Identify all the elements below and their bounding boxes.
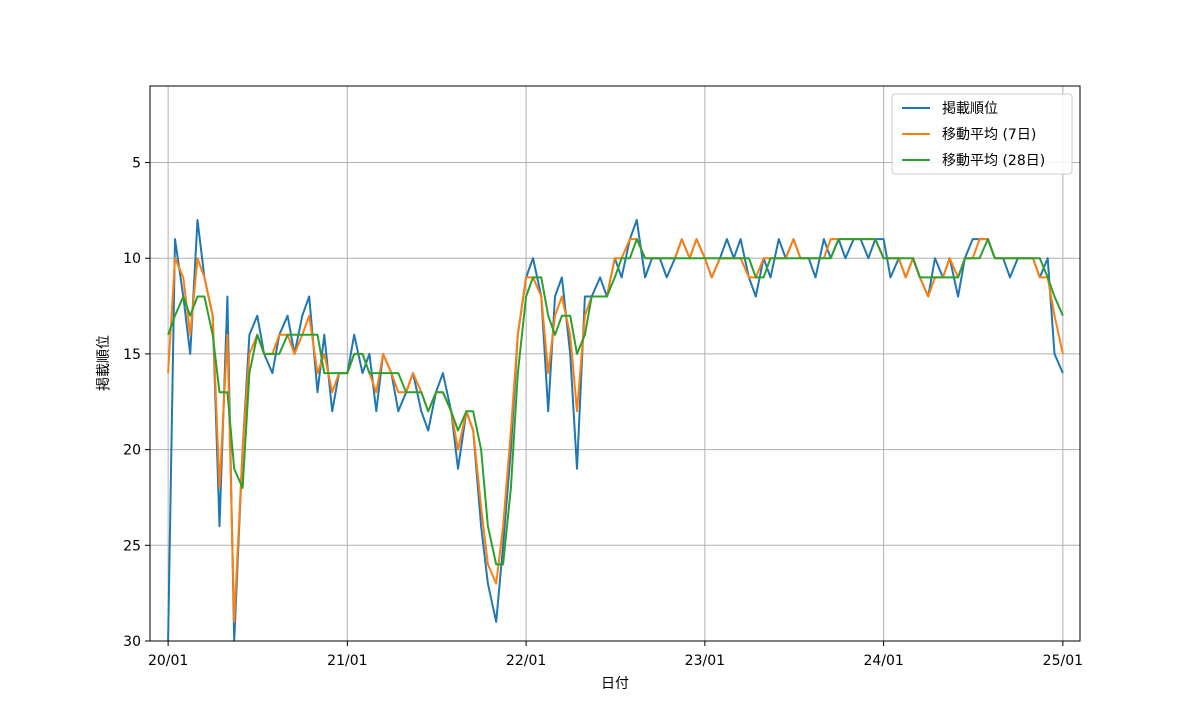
legend-box [891, 93, 1073, 175]
y-tick-label: 10 [123, 251, 141, 267]
series-line-3 [167, 238, 1064, 566]
x-tick-label: 25/01 [1043, 653, 1083, 669]
x-axis: 20/01 21/01 22/01 23/01 24/01 25/01 [148, 641, 1083, 669]
x-tick-label: 22/01 [506, 653, 546, 669]
x-tick-label: 20/01 [148, 653, 188, 669]
x-axis-label: 日付 [601, 676, 629, 692]
y-tick-label: 15 [123, 347, 141, 363]
series-layer [167, 219, 1064, 641]
x-tick-label: 21/01 [327, 653, 367, 669]
y-tick-label: 20 [123, 443, 141, 459]
legend-label: 移動平均 (7日) [942, 127, 1036, 143]
legend-label: 掲載順位 [942, 101, 998, 117]
y-axis: 5 10 15 20 25 30 [123, 156, 150, 650]
y-tick-label: 30 [123, 634, 141, 650]
y-tick-label: 25 [123, 538, 141, 554]
x-tick-label: 23/01 [685, 653, 725, 669]
legend-label: 移動平均 (28日) [942, 153, 1045, 169]
x-tick-label: 24/01 [863, 653, 903, 669]
y-tick-label: 5 [132, 156, 141, 172]
y-axis-label: 掲載順位 [96, 335, 112, 391]
plot-frame [149, 85, 1081, 642]
